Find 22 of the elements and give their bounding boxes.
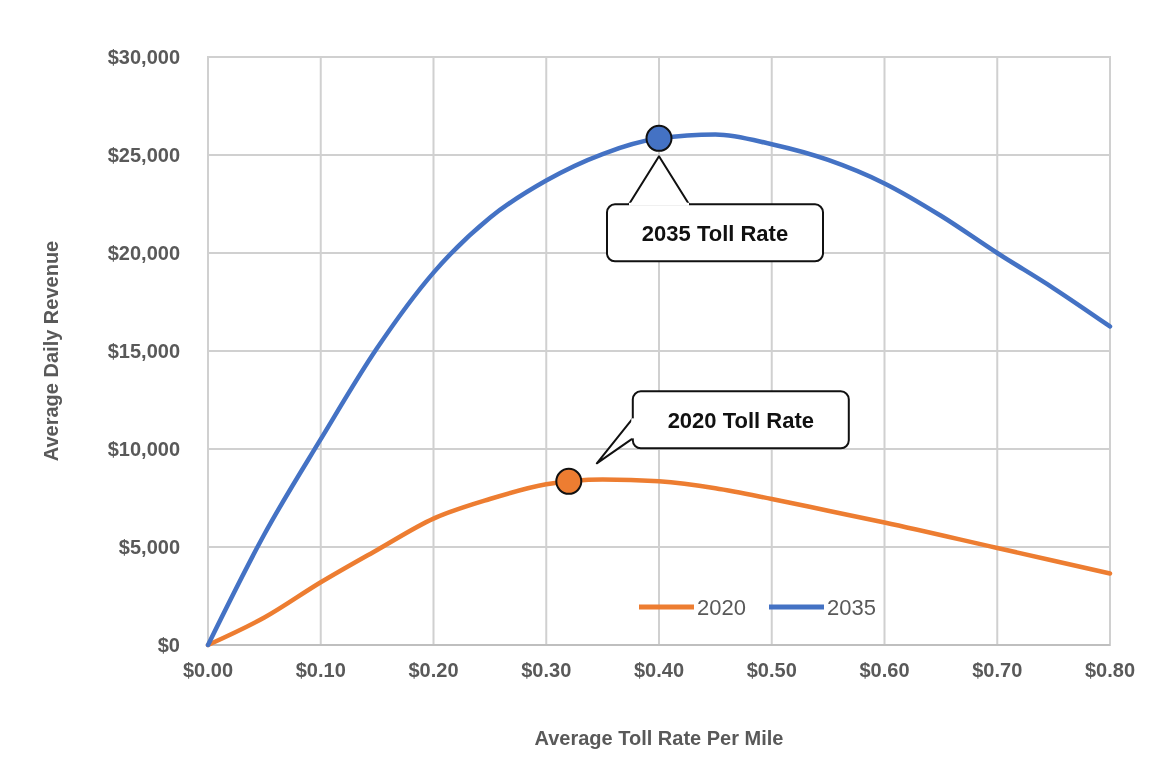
x-tick-label: $0.30 [521, 659, 572, 681]
y-tick-label: $30,000 [107, 46, 180, 68]
legend-label: 2020 [697, 595, 746, 620]
legend-label: 2035 [827, 595, 876, 620]
x-tick-label: $0.40 [633, 659, 685, 681]
y-tick-label: $0 [157, 634, 180, 656]
x-tick-label: $0.60 [859, 659, 910, 681]
y-axis-title: Average Daily Revenue [40, 240, 62, 462]
x-tick-label: $0.50 [746, 659, 797, 681]
x-tick-label: $0.00 [182, 659, 234, 681]
x-axis-title: Average Toll Rate Per Mile [534, 727, 784, 749]
y-tick-label: $5,000 [118, 536, 180, 558]
x-tick-label: $0.10 [295, 659, 346, 681]
y-tick-label: $15,000 [107, 340, 180, 362]
x-tick-label: $0.80 [1084, 659, 1136, 681]
y-tick-label: $20,000 [107, 242, 180, 264]
annotation: 2035 Toll Rate [641, 220, 789, 246]
y-tick-label: $25,000 [107, 144, 180, 166]
x-tick-label: $0.20 [408, 659, 459, 681]
x-tick-label: $0.70 [972, 659, 1023, 681]
y-tick-label: $10,000 [107, 438, 180, 460]
annotation: 2020 Toll Rate [667, 407, 814, 433]
